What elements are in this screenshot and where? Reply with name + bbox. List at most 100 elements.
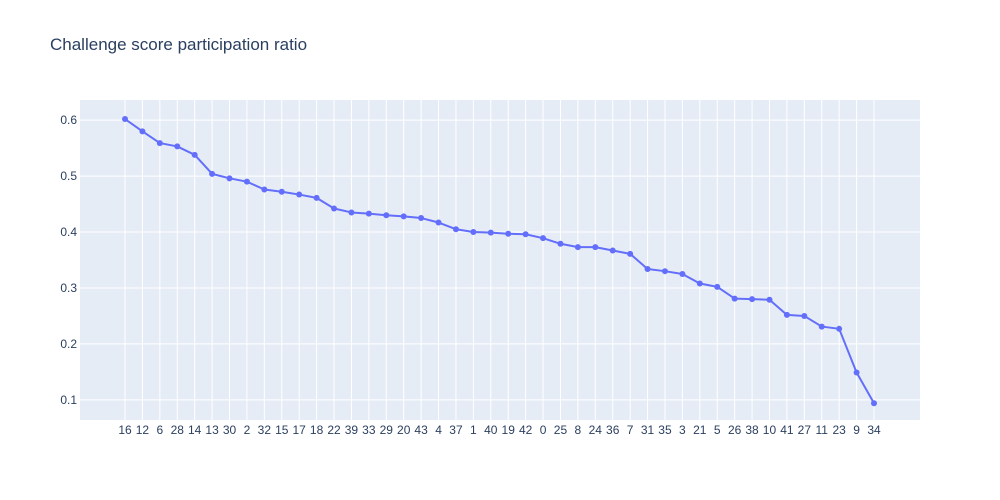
data-point [696,280,703,287]
x-tick-label: 13 [205,423,219,437]
x-tick-label: 20 [397,423,411,437]
x-tick-label: 14 [188,423,202,437]
data-point [714,283,721,290]
data-point [278,188,285,195]
x-tick-label: 23 [832,423,846,437]
x-tick-label: 38 [745,423,759,437]
data-point [122,116,128,123]
x-tick-label: 11 [816,423,829,437]
data-point [871,400,877,407]
x-tick-label: 28 [171,423,185,437]
data-point [557,240,564,247]
x-tick-label: 34 [867,423,881,437]
x-tick-label: 7 [627,423,634,437]
data-point [749,296,756,303]
x-tick-label: 16 [118,423,132,437]
data-point [731,295,738,302]
x-tick-label: 0 [540,423,547,437]
x-tick-label: 29 [380,423,394,437]
x-tick-label: 21 [693,423,707,437]
data-point [592,244,599,251]
x-tick-label: 8 [575,423,582,437]
x-tick-label: 1 [470,423,477,437]
data-point [661,268,668,275]
x-tick-label: 35 [658,423,672,437]
x-tick-label: 36 [606,423,620,437]
data-point [644,265,651,272]
x-tick-label: 24 [589,423,603,437]
data-point [209,170,216,177]
x-tick-label: 27 [798,423,812,437]
x-tick-label: 41 [780,423,794,437]
x-tick-label: 43 [414,423,428,437]
data-point [348,209,355,216]
data-point [540,235,547,242]
data-point [452,226,459,233]
y-tick-label: 0.3 [60,281,77,295]
data-point [470,229,477,236]
x-tick-label: 6 [156,423,163,437]
data-point [331,205,338,212]
x-tick-label: 5 [714,423,721,437]
data-point [243,178,250,185]
data-point [139,128,146,135]
x-tick-label: 15 [275,423,289,437]
data-point [505,230,512,237]
data-point [487,229,494,236]
x-tick-label: 40 [484,423,498,437]
x-tick-label: 2 [244,423,251,437]
series-group [122,116,877,407]
x-tick-label: 10 [763,423,777,437]
x-tick-label: 19 [502,423,516,437]
x-tick-label: 37 [449,423,463,437]
x-tick-label: 25 [554,423,568,437]
data-point [174,143,181,150]
data-point [296,191,303,198]
data-point [435,219,442,226]
chart-title: Challenge score participation ratio [50,35,307,54]
data-point [609,247,616,254]
data-point [261,186,268,193]
x-tick-label: 42 [519,423,533,437]
data-point [400,213,407,220]
data-point [418,215,425,222]
data-point [313,194,320,201]
data-point [679,270,686,277]
data-point [801,312,808,319]
y-tick-label: 0.5 [60,169,77,183]
x-tick-label: 17 [293,423,307,437]
x-tick-label: 4 [435,423,442,437]
data-point [836,325,843,332]
data-point [574,244,581,251]
x-tick-label: 39 [345,423,359,437]
data-point [783,311,790,318]
data-point [191,151,198,158]
y-tick-label: 0.2 [60,337,77,351]
plot-area [80,100,920,420]
data-point [365,210,372,217]
y-tick-label: 0.1 [60,393,77,407]
x-tick-label: 12 [136,423,150,437]
data-point [522,231,529,238]
x-tick-label: 30 [223,423,237,437]
data-point [818,323,825,330]
y-axis-ticks: 0.1 0.2 0.3 0.4 0.5 0.6 [60,113,77,407]
x-tick-label: 31 [641,423,655,437]
x-gridlines [124,100,875,420]
data-point [156,140,163,147]
data-point [766,296,773,303]
x-tick-label: 32 [258,423,272,437]
y-tick-label: 0.6 [60,113,77,127]
data-point [383,212,390,219]
x-tick-label: 33 [362,423,376,437]
x-tick-label: 9 [853,423,860,437]
data-point [627,250,634,257]
x-tick-label: 22 [327,423,341,437]
x-axis-ticks: 16 12 6 28 14 13 30 2 32 15 17 18 22 39 33 29 20 43 4 37 1 40… [118,423,881,437]
data-point [853,369,860,376]
y-tick-label: 0.4 [60,225,77,239]
data-point [226,175,233,182]
x-tick-label: 18 [310,423,324,437]
x-tick-label: 3 [679,423,686,437]
